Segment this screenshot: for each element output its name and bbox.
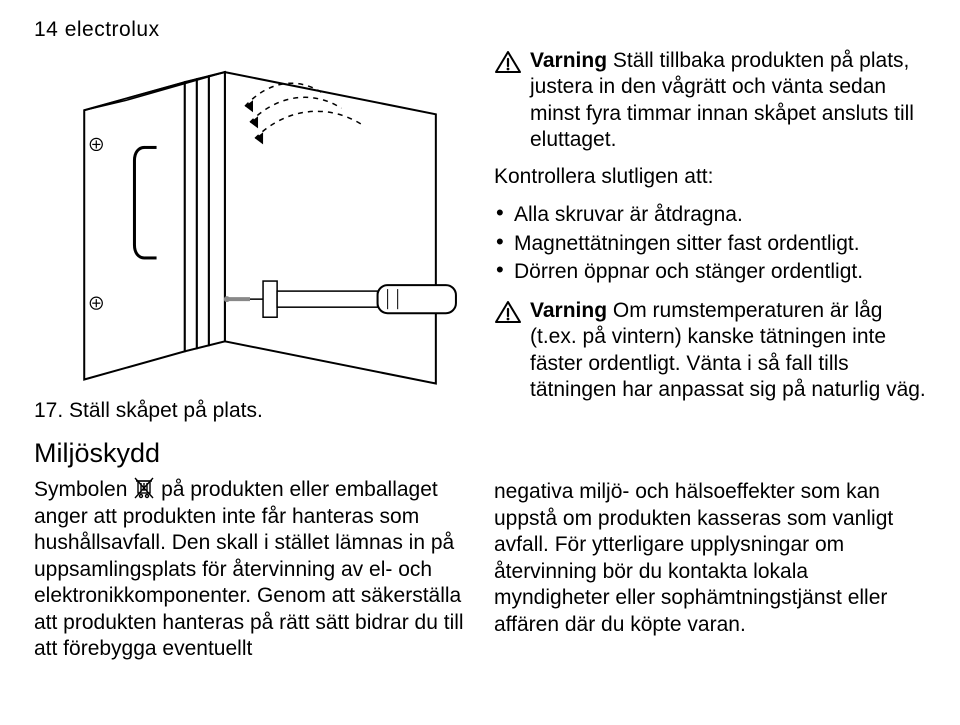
- warning-1-label: Varning: [530, 49, 607, 72]
- warning-block-1: Varning Ställ tillbaka produkten på plat…: [494, 48, 926, 154]
- recycle-text-post: på produkten eller emballaget anger att …: [34, 478, 464, 660]
- section-heading-miljoskydd: Miljöskydd: [34, 436, 466, 470]
- check-item: Alla skruvar är åtdragna.: [494, 202, 926, 228]
- warning-1-text: Varning Ställ tillbaka produkten på plat…: [530, 48, 926, 154]
- right-column: Varning Ställ tillbaka produkten på plat…: [494, 48, 926, 675]
- left-column: 17. Ställ skåpet på plats. Miljöskydd Sy…: [34, 48, 466, 675]
- check-list: Alla skruvar är åtdragna. Magnettätninge…: [494, 202, 926, 285]
- cabinet-illustration: [34, 52, 466, 392]
- check-heading: Kontrollera slutligen att:: [494, 164, 926, 190]
- check-item: Dörren öppnar och stänger ordentligt.: [494, 259, 926, 285]
- figure-caption: 17. Ställ skåpet på plats.: [34, 398, 466, 424]
- check-item: Magnettätningen sitter fast ordentligt.: [494, 231, 926, 257]
- warning-icon: [494, 50, 522, 74]
- warning-block-2: Varning Om rumstemperaturen är låg (t.ex…: [494, 298, 926, 404]
- recycle-text-pre: Symbolen: [34, 478, 133, 501]
- warning-icon: [494, 300, 522, 324]
- recycle-continuation: negativa miljö- och hälsoeffekter som ka…: [494, 479, 926, 638]
- warning-2-label: Varning: [530, 299, 607, 322]
- recycle-bin-icon: [133, 476, 155, 500]
- recycle-paragraph: Symbolen: [34, 476, 466, 662]
- page-header: 14 electrolux: [34, 18, 926, 42]
- warning-2-text: Varning Om rumstemperaturen är låg (t.ex…: [530, 298, 926, 404]
